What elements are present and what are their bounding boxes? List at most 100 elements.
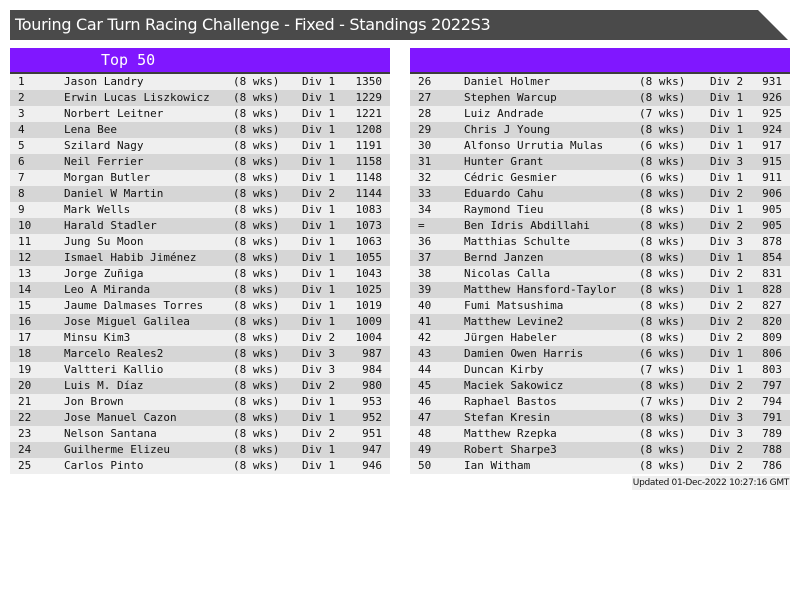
score: 980 (362, 379, 382, 392)
score: 794 (762, 395, 782, 408)
division: Div 1 (710, 123, 744, 136)
weeks: (8 wks) (639, 75, 686, 88)
driver-name: Hunter Grant (464, 155, 544, 168)
standings-row: 40 Fumi Matsushima (8 wks) Div 2 827 (410, 298, 790, 314)
standings-row: 31 Hunter Grant (8 wks) Div 3 915 (410, 154, 790, 170)
driver-name: Jose Manuel Cazon (64, 411, 177, 424)
standings-row: 33 Eduardo Cahu (8 wks) Div 2 906 (410, 186, 790, 202)
division: Div 2 (710, 187, 744, 200)
division: Div 1 (302, 443, 336, 456)
driver-name: Carlos Pinto (64, 459, 144, 472)
standings-row: 47 Stefan Kresin (8 wks) Div 3 791 (410, 410, 790, 426)
driver-name: Matthias Schulte (464, 235, 570, 248)
rank: 18 (18, 347, 32, 360)
standings-row: 2 Erwin Lucas Liszkowicz (8 wks) Div 1 1229 (10, 90, 390, 106)
standings-row: 50 Ian Witham (8 wks) Div 2 786 (410, 458, 790, 474)
division: Div 1 (710, 171, 744, 184)
updated-timestamp: Updated 01-Dec-2022 10:27:16 GMT (631, 476, 790, 490)
score: 803 (762, 363, 782, 376)
score: 1004 (355, 331, 383, 344)
score: 905 (762, 219, 782, 232)
standings-row: 7 Morgan Butler (8 wks) Div 1 1148 (10, 170, 390, 186)
rank: 36 (418, 235, 432, 248)
driver-name: Robert Sharpe3 (464, 443, 557, 456)
driver-name: Minsu Kim3 (64, 331, 131, 344)
division: Div 1 (302, 267, 336, 280)
driver-name: Neil Ferrier (64, 155, 144, 168)
rank: 44 (418, 363, 432, 376)
score: 953 (362, 395, 382, 408)
weeks: (8 wks) (233, 75, 280, 88)
weeks: (8 wks) (639, 203, 686, 216)
standings-row: 8 Daniel W Martin (8 wks) Div 2 1144 (10, 186, 390, 202)
weeks: (8 wks) (233, 299, 280, 312)
division: Div 1 (302, 75, 336, 88)
score: 1025 (355, 283, 383, 296)
driver-name: Luiz Andrade (464, 107, 544, 120)
weeks: (8 wks) (639, 267, 686, 280)
score: 854 (762, 251, 782, 264)
weeks: (8 wks) (639, 251, 686, 264)
rank: 43 (418, 347, 432, 360)
score: 788 (762, 443, 782, 456)
score: 1148 (355, 171, 383, 184)
standings-row: 16 Jose Miguel Galilea (8 wks) Div 1 1009 (10, 314, 390, 330)
weeks: (6 wks) (639, 347, 686, 360)
weeks: (8 wks) (233, 91, 280, 104)
driver-name: Jaume Dalmases Torres (64, 299, 204, 312)
standings-row: 44 Duncan Kirby (7 wks) Div 1 803 (410, 362, 790, 378)
rank: 40 (418, 299, 432, 312)
driver-name: Jose Miguel Galilea (64, 315, 190, 328)
division: Div 1 (302, 251, 336, 264)
weeks: (8 wks) (639, 443, 686, 456)
rank: 6 (18, 155, 25, 168)
rank: 7 (18, 171, 25, 184)
weeks: (8 wks) (639, 235, 686, 248)
division: Div 3 (710, 155, 744, 168)
division: Div 1 (710, 91, 744, 104)
weeks: (8 wks) (233, 315, 280, 328)
division: Div 1 (710, 251, 744, 264)
rank: = (418, 219, 425, 232)
weeks: (8 wks) (233, 459, 280, 472)
standings-panel-left: Top 50 1 Jason Landry (8 wks) Div 1 1350 2 Erw… (10, 48, 390, 474)
standings-row: 24 Guilherme Elizeu (8 wks) Div 1 947 (10, 442, 390, 458)
division: Div 2 (302, 427, 336, 440)
standings-row: 25 Carlos Pinto (8 wks) Div 1 946 (10, 458, 390, 474)
rank: 12 (18, 251, 32, 264)
division: Div 2 (710, 443, 744, 456)
rank: 50 (418, 459, 432, 472)
weeks: (8 wks) (639, 219, 686, 232)
standings-row: 12 Ismael Habib Jiménez (8 wks) Div 1 1055 (10, 250, 390, 266)
weeks: (8 wks) (233, 347, 280, 360)
score: 1229 (355, 91, 383, 104)
score: 906 (762, 187, 782, 200)
score: 1208 (355, 123, 383, 136)
driver-name: Ismael Habib Jiménez (64, 251, 197, 264)
rank: 15 (18, 299, 32, 312)
division: Div 1 (710, 363, 744, 376)
driver-name: Jung Su Moon (64, 235, 144, 248)
weeks: (6 wks) (639, 171, 686, 184)
score: 820 (762, 315, 782, 328)
division: Div 1 (302, 411, 336, 424)
rank: 38 (418, 267, 432, 280)
weeks: (8 wks) (233, 379, 280, 392)
division: Div 1 (302, 459, 336, 472)
driver-name: Norbert Leitner (64, 107, 164, 120)
standings-row: 37 Bernd Janzen (8 wks) Div 1 854 (410, 250, 790, 266)
standings-row: 20 Luis M. Díaz (8 wks) Div 2 980 (10, 378, 390, 394)
rank: 28 (418, 107, 432, 120)
division: Div 1 (302, 315, 336, 328)
score: 809 (762, 331, 782, 344)
weeks: (7 wks) (639, 363, 686, 376)
driver-name: Raymond Tieu (464, 203, 544, 216)
panel-heading: Top 50 (101, 51, 156, 69)
rank: 9 (18, 203, 25, 216)
standings-row: 15 Jaume Dalmases Torres (8 wks) Div 1 1019 (10, 298, 390, 314)
standings-row: 14 Leo A Miranda (8 wks) Div 1 1025 (10, 282, 390, 298)
rank: 49 (418, 443, 432, 456)
weeks: (8 wks) (233, 187, 280, 200)
division: Div 1 (302, 219, 336, 232)
driver-name: Nicolas Calla (464, 267, 551, 280)
